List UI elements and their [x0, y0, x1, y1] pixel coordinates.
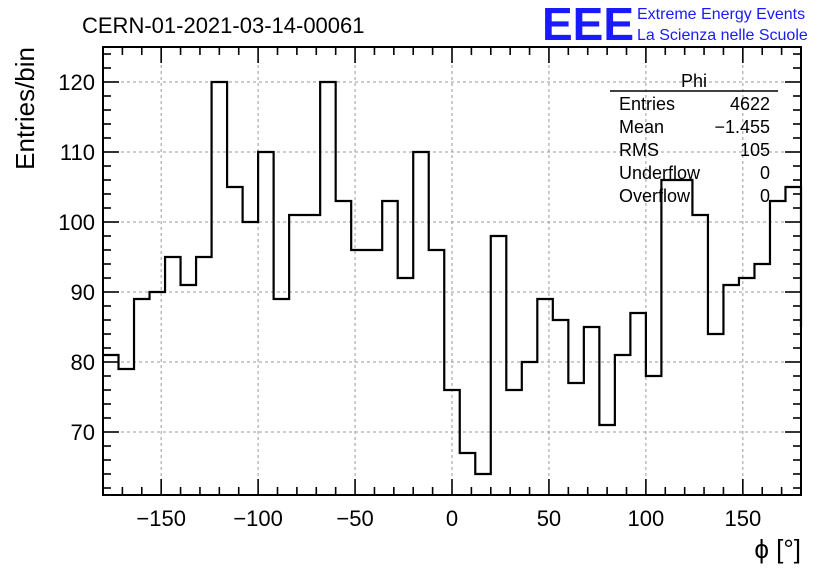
x-tick-label: 50 — [537, 506, 561, 531]
stats-row-label: Underflow — [619, 163, 701, 183]
eee-logo-mark: EEE — [542, 0, 634, 50]
axis-ticks — [103, 47, 801, 495]
grid — [103, 47, 801, 495]
x-tick-label: −150 — [136, 506, 186, 531]
x-tick-label: −50 — [336, 506, 373, 531]
stats-row-label: Entries — [619, 94, 675, 114]
y-tick-label: 90 — [71, 280, 95, 305]
stats-row-value: 105 — [740, 140, 770, 160]
stats-row-value: 0 — [760, 163, 770, 183]
stats-row-value: 0 — [760, 186, 770, 206]
eee-logo-line2: La Scienza nelle Scuole — [637, 27, 808, 44]
stats-row-label: Mean — [619, 117, 664, 137]
y-tick-label: 110 — [60, 140, 95, 165]
x-tick-label: −100 — [233, 506, 283, 531]
x-tick-label: 150 — [724, 506, 761, 531]
stats-row-value: −1.455 — [714, 117, 770, 137]
stats-row-label: RMS — [619, 140, 659, 160]
stats-row-value: 4622 — [730, 94, 770, 114]
stats-title: Phi — [681, 71, 707, 91]
y-tick-label: 100 — [58, 210, 95, 235]
chart-title: CERN-01-2021-03-14-00061 — [82, 13, 365, 38]
x-tick-label: 0 — [446, 506, 458, 531]
y-tick-label: 120 — [58, 70, 95, 95]
stats-row-label: Overflow — [619, 186, 691, 206]
y-tick-label: 80 — [71, 350, 95, 375]
stats-box: Phi Entries 4622 Mean −1.455 RMS 105 Und… — [610, 71, 778, 206]
x-tick-label: 100 — [628, 506, 665, 531]
eee-logo-line1: Extreme Energy Events — [637, 6, 805, 23]
y-axis-title: Entries/bin — [10, 47, 40, 170]
histogram-series — [103, 80, 803, 476]
axis-tick-labels: −150 −100 −50 0 50 100 150 70 80 90 100 110 120 — [58, 70, 761, 531]
y-tick-label: 70 — [71, 420, 95, 445]
x-axis-title: ϕ [°] — [754, 534, 801, 564]
